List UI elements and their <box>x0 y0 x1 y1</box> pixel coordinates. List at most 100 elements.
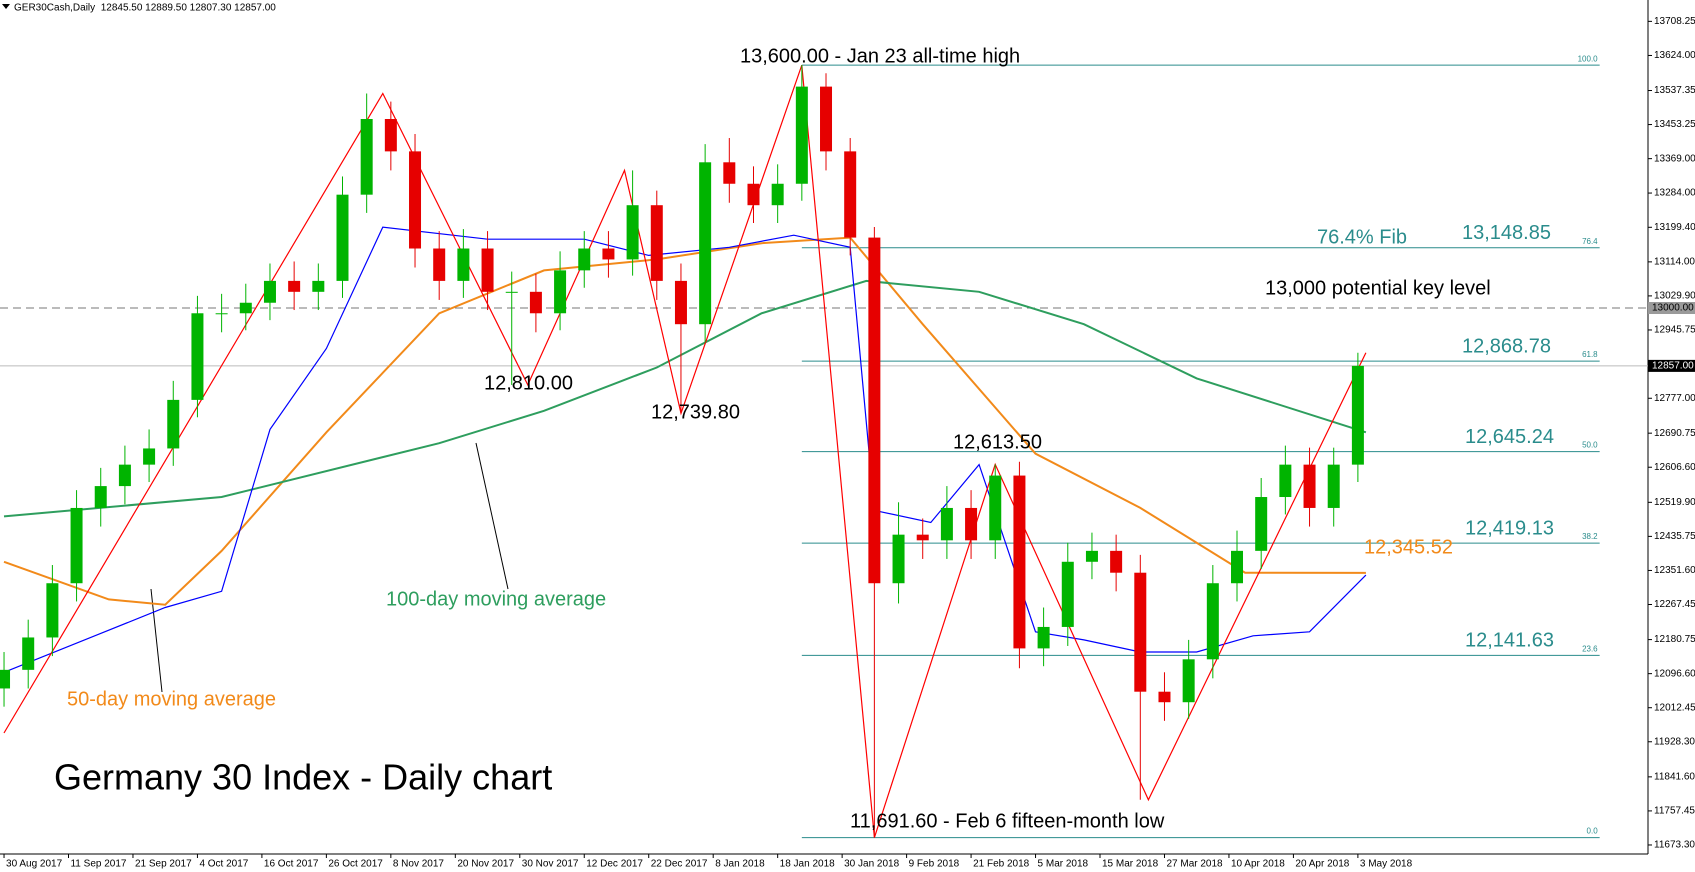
candle-body <box>1206 583 1219 660</box>
candle-body <box>844 151 857 238</box>
candle-body <box>191 313 204 400</box>
annotation: 12,613.50 <box>953 431 1042 453</box>
candle-body <box>336 194 349 281</box>
candle-body <box>747 183 760 206</box>
y-tick-label: 13624.00 <box>1654 50 1695 61</box>
x-tick-label: 9 Feb 2018 <box>909 859 960 870</box>
y-tick-label: 12606.60 <box>1654 462 1695 473</box>
x-tick-label: 21 Feb 2018 <box>973 859 1030 870</box>
y-tick-label: 12690.75 <box>1654 428 1695 439</box>
candle-body <box>626 205 639 260</box>
x-tick-label: 11 Sep 2017 <box>70 859 126 870</box>
fib-value-label: 12,868.78 <box>1462 335 1551 357</box>
candle-body <box>795 86 808 184</box>
y-tick-label: 13029.90 <box>1654 291 1695 302</box>
candle-body <box>1303 464 1316 508</box>
candle-body <box>916 534 929 541</box>
candle-body <box>1134 572 1147 692</box>
candle-body <box>167 399 180 449</box>
y-tick-label: 13199.40 <box>1654 222 1695 233</box>
x-tick-label: 8 Nov 2017 <box>393 859 445 870</box>
y-tick-label: 12519.90 <box>1654 497 1695 508</box>
candle-body <box>239 302 252 314</box>
pointer-line <box>475 442 509 590</box>
x-tick-label: 30 Jan 2018 <box>844 859 899 870</box>
fib-ratio: 0.0 <box>1587 827 1599 836</box>
x-tick-label: 15 Mar 2018 <box>1102 859 1159 870</box>
annotation: 13,600.00 - Jan 23 all-time high <box>740 45 1020 67</box>
candle-body <box>602 248 615 260</box>
candle-body <box>288 280 301 292</box>
candle-body <box>1013 475 1026 649</box>
candle-body <box>505 291 518 293</box>
candle-body <box>699 162 712 325</box>
candle-body <box>263 280 276 303</box>
candle-body <box>892 534 905 584</box>
y-tick-label: 13708.25 <box>1654 16 1695 27</box>
key-level-text: 13,000 potential key level <box>1265 277 1491 299</box>
fib-ratio: 50.0 <box>1582 441 1598 450</box>
y-tick-label: 11928.30 <box>1654 736 1695 747</box>
x-tick-label: 27 Mar 2018 <box>1166 859 1223 870</box>
x-tick-label: 4 Oct 2017 <box>199 859 248 870</box>
fib-value-label: 12,141.63 <box>1465 630 1554 652</box>
candle-body <box>1158 691 1171 703</box>
candle-body <box>0 669 11 689</box>
candle-body <box>650 205 663 281</box>
candle-body <box>1255 497 1268 551</box>
x-tick-label: 20 Nov 2017 <box>457 859 514 870</box>
x-tick-label: 16 Oct 2017 <box>264 859 319 870</box>
candle-body <box>481 248 494 292</box>
candle-body <box>312 280 325 292</box>
x-tick-label: 18 Jan 2018 <box>780 859 835 870</box>
fib-ratio: 76.4 <box>1582 237 1598 246</box>
x-tick-label: 10 Apr 2018 <box>1231 859 1285 870</box>
x-tick-label: 22 Dec 2017 <box>651 859 708 870</box>
x-tick-label: 30 Nov 2017 <box>522 859 579 870</box>
x-tick-label: 20 Apr 2018 <box>1295 859 1349 870</box>
x-tick-label: 30 Aug 2017 <box>6 859 63 870</box>
x-tick-label: 8 Jan 2018 <box>715 859 765 870</box>
candle-body <box>46 583 59 638</box>
y-tick-label: 13453.25 <box>1654 119 1695 130</box>
candle-body <box>578 248 591 271</box>
y-tick-label: 12777.00 <box>1654 393 1695 404</box>
key-level-label: 13000.00 <box>1652 303 1694 314</box>
last-price-label: 12857.00 <box>1652 361 1694 372</box>
candle-body <box>1279 464 1292 498</box>
candle-body <box>215 313 228 315</box>
series-line <box>3 279 1367 518</box>
candle-body <box>1231 550 1244 584</box>
chart-header: GER30Cash,Daily 12845.50 12889.50 12807.… <box>14 3 276 14</box>
annotation: 12,739.80 <box>651 401 740 423</box>
fib-value-label: 12,645.24 <box>1465 426 1554 448</box>
chart-title: Germany 30 Index - Daily chart <box>54 757 552 798</box>
candle-body <box>22 637 35 670</box>
x-tick-label: 5 Mar 2018 <box>1038 859 1089 870</box>
x-tick-label: 3 May 2018 <box>1360 859 1413 870</box>
candle-body <box>820 86 833 152</box>
series-line <box>3 226 1367 673</box>
annotation: 76.4% Fib <box>1317 226 1407 248</box>
candle-body <box>723 162 736 184</box>
y-tick-label: 12012.45 <box>1654 702 1695 713</box>
candle-body <box>118 464 131 487</box>
y-tick-label: 12351.60 <box>1654 565 1695 576</box>
fib-value-label: 12,419.13 <box>1465 517 1554 539</box>
candle-body <box>1110 550 1123 573</box>
candle-body <box>554 270 567 314</box>
header-icon <box>2 4 10 9</box>
series-line <box>3 65 1367 838</box>
y-tick-label: 11673.30 <box>1654 840 1695 851</box>
y-tick-label: 11757.45 <box>1654 806 1695 817</box>
series-end-label: 12,345.52 <box>1364 536 1453 558</box>
annotation: 11,691.60 - Feb 6 fifteen-month low <box>850 810 1165 832</box>
candle-body <box>457 248 470 281</box>
y-tick-label: 13284.00 <box>1654 188 1695 199</box>
candle-body <box>965 507 978 541</box>
candle-body <box>94 486 107 508</box>
candle-body <box>1351 365 1364 465</box>
fib-ratio: 23.6 <box>1582 645 1598 654</box>
candle-body <box>868 237 881 584</box>
